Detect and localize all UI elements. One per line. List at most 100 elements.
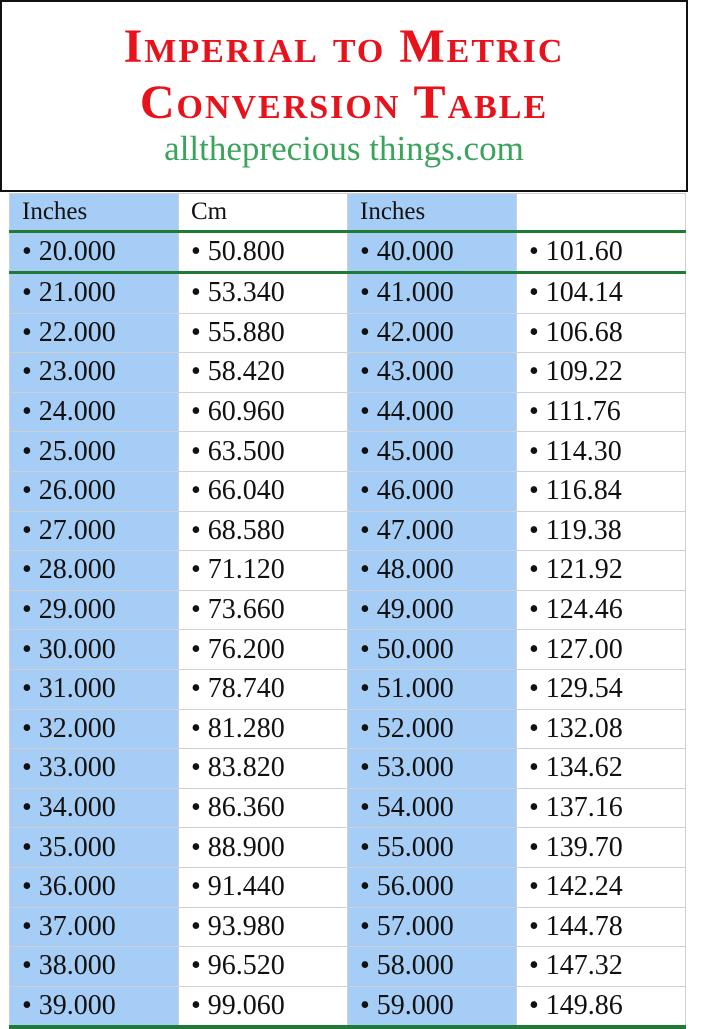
table-row: • 22.000 • 55.880 • 42.000 • 106.68	[9, 312, 686, 354]
table-row: • 36.000 • 91.440 • 56.000 • 142.24	[9, 866, 686, 908]
title-line-1: Imperial to Metric	[123, 20, 565, 73]
inches-cell: • 24.000	[9, 391, 179, 433]
table-row: • 38.000 • 96.520 • 58.000 • 147.32	[9, 946, 686, 987]
inches-cell: • 48.000	[347, 550, 517, 591]
cm-cell: • 68.580	[178, 510, 348, 552]
table-row: • 29.000 • 73.660 • 49.000 • 124.46	[9, 589, 686, 631]
inches-cell: • 20.000	[9, 231, 179, 274]
inches-cell: • 49.000	[347, 589, 517, 631]
table-row: • 34.000 • 86.360 • 54.000 • 137.16	[9, 787, 686, 829]
table-row: • 27.000 • 68.580 • 47.000 • 119.38	[9, 510, 686, 552]
table-row: • 33.000 • 83.820 • 53.000 • 134.62	[9, 748, 686, 789]
inches-cell: • 50.000	[347, 629, 517, 670]
table-row: • 26.000 • 66.040 • 46.000 • 116.84	[9, 470, 686, 512]
cm-cell: • 63.500	[178, 431, 348, 472]
inches-cell: • 31.000	[9, 668, 179, 710]
inches-cell: • 59.000	[347, 985, 517, 1029]
inches-cell: • 57.000	[347, 906, 517, 948]
header-cm-2	[516, 193, 686, 233]
inches-cell: • 32.000	[9, 708, 179, 750]
inches-cell: • 27.000	[9, 510, 179, 552]
table-row: • 21.000 • 53.340 • 41.000 • 104.14	[9, 272, 686, 314]
inches-cell: • 26.000	[9, 470, 179, 512]
cm-cell: • 101.60	[516, 231, 686, 274]
inches-cell: • 25.000	[9, 431, 179, 472]
site-name: alltheprecious things.com	[164, 129, 524, 168]
inches-cell: • 54.000	[347, 787, 517, 829]
inches-cell: • 44.000	[347, 391, 517, 433]
inches-cell: • 51.000	[347, 668, 517, 710]
title-line-2: Conversion Table	[139, 76, 549, 129]
cm-cell: • 50.800	[178, 231, 348, 274]
cm-cell: • 134.62	[516, 748, 686, 789]
cm-cell: • 116.84	[516, 470, 686, 512]
table-row: • 20.000 • 50.800 • 40.000 • 101.60	[9, 231, 686, 274]
header-inches: Inches	[9, 193, 179, 233]
cm-cell: • 96.520	[178, 946, 348, 987]
table-row: • 28.000 • 71.120 • 48.000 • 121.92	[9, 550, 686, 591]
table-row: • 23.000 • 58.420 • 43.000 • 109.22	[9, 352, 686, 393]
inches-cell: • 21.000	[9, 272, 179, 314]
inches-cell: • 28.000	[9, 550, 179, 591]
cm-cell: • 76.200	[178, 629, 348, 670]
cm-cell: • 121.92	[516, 550, 686, 591]
header-cm: Cm	[178, 193, 348, 233]
table-row: • 31.000 • 78.740 • 51.000 • 129.54	[9, 668, 686, 710]
inches-cell: • 30.000	[9, 629, 179, 670]
cm-cell: • 144.78	[516, 906, 686, 948]
inches-cell: • 38.000	[9, 946, 179, 987]
inches-cell: • 58.000	[347, 946, 517, 987]
inches-cell: • 35.000	[9, 827, 179, 868]
inches-cell: • 43.000	[347, 352, 517, 393]
inches-cell: • 23.000	[9, 352, 179, 393]
cm-cell: • 137.16	[516, 787, 686, 829]
inches-cell: • 52.000	[347, 708, 517, 750]
inches-cell: • 41.000	[347, 272, 517, 314]
cm-cell: • 142.24	[516, 866, 686, 908]
cm-cell: • 147.32	[516, 946, 686, 987]
cm-cell: • 106.68	[516, 312, 686, 354]
cm-cell: • 111.76	[516, 391, 686, 433]
inches-cell: • 53.000	[347, 748, 517, 789]
inches-cell: • 56.000	[347, 866, 517, 908]
table-row: • 39.000 • 99.060 • 59.000 • 149.86	[9, 985, 686, 1029]
inches-cell: • 22.000	[9, 312, 179, 354]
cm-cell: • 66.040	[178, 470, 348, 512]
cm-cell: • 127.00	[516, 629, 686, 670]
inches-cell: • 34.000	[9, 787, 179, 829]
inches-cell: • 55.000	[347, 827, 517, 868]
inches-cell: • 47.000	[347, 510, 517, 552]
table-row: • 25.000 • 63.500 • 45.000 • 114.30	[9, 431, 686, 472]
cm-cell: • 91.440	[178, 866, 348, 908]
cm-cell: • 124.46	[516, 589, 686, 631]
cm-cell: • 71.120	[178, 550, 348, 591]
cm-cell: • 53.340	[178, 272, 348, 314]
inches-cell: • 36.000	[9, 866, 179, 908]
inches-cell: • 33.000	[9, 748, 179, 789]
header-inches-2: Inches	[347, 193, 517, 233]
cm-cell: • 81.280	[178, 708, 348, 750]
conversion-table: Inches Cm Inches • 20.000 • 50.800 • 40.00…	[9, 193, 686, 1029]
cm-cell: • 132.08	[516, 708, 686, 750]
title-box: Imperial to Metric Conversion Table allt…	[0, 0, 688, 192]
inches-cell: • 39.000	[9, 985, 179, 1029]
cm-cell: • 86.360	[178, 787, 348, 829]
cm-cell: • 88.900	[178, 827, 348, 868]
cm-cell: • 55.880	[178, 312, 348, 354]
cm-cell: • 149.86	[516, 985, 686, 1029]
inches-cell: • 45.000	[347, 431, 517, 472]
table-row: • 35.000 • 88.900 • 55.000 • 139.70	[9, 827, 686, 868]
cm-cell: • 109.22	[516, 352, 686, 393]
table-header-row: Inches Cm Inches	[9, 193, 686, 233]
inches-cell: • 37.000	[9, 906, 179, 948]
cm-cell: • 58.420	[178, 352, 348, 393]
cm-cell: • 78.740	[178, 668, 348, 710]
table-row: • 32.000 • 81.280 • 52.000 • 132.08	[9, 708, 686, 750]
table-row: • 24.000 • 60.960 • 44.000 • 111.76	[9, 391, 686, 433]
cm-cell: • 139.70	[516, 827, 686, 868]
inches-cell: • 40.000	[347, 231, 517, 274]
cm-cell: • 73.660	[178, 589, 348, 631]
table-row: • 30.000 • 76.200 • 50.000 • 127.00	[9, 629, 686, 670]
cm-cell: • 114.30	[516, 431, 686, 472]
cm-cell: • 93.980	[178, 906, 348, 948]
